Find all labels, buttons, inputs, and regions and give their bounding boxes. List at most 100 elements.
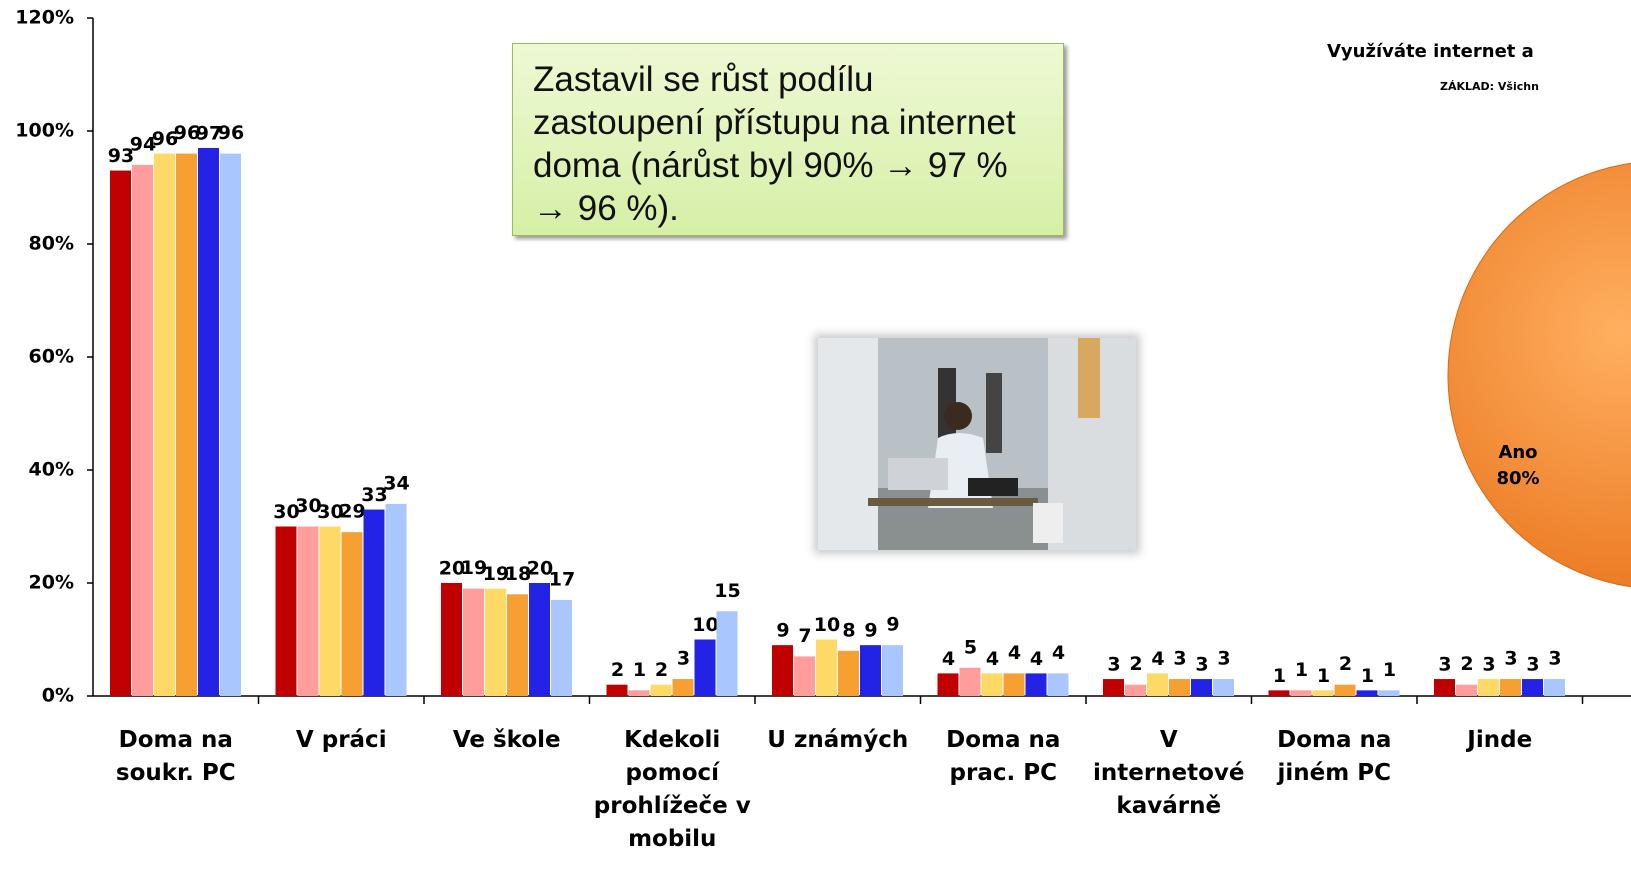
value-label: 3 bbox=[1438, 654, 1451, 676]
value-label: 4 bbox=[1030, 648, 1043, 670]
bar bbox=[959, 667, 981, 696]
x-tick-label: Doma na soukr. PC bbox=[115, 727, 236, 786]
value-label: 4 bbox=[986, 648, 999, 670]
bar bbox=[1047, 673, 1069, 696]
value-label: 96 bbox=[152, 128, 178, 150]
value-label: 8 bbox=[842, 619, 855, 641]
bar bbox=[1456, 684, 1477, 696]
value-label: 3 bbox=[1482, 654, 1495, 676]
value-label: 19 bbox=[461, 557, 487, 579]
y-tick-label: 80% bbox=[29, 233, 74, 255]
bar bbox=[1434, 679, 1455, 696]
bar bbox=[132, 164, 153, 696]
value-label: 3 bbox=[677, 648, 690, 670]
pie-category-label: Ano bbox=[1498, 442, 1537, 463]
pie-subtitle: ZÁKLAD: Všichn bbox=[1440, 80, 1539, 93]
value-label: 1 bbox=[1295, 659, 1308, 681]
value-label: 30 bbox=[273, 501, 299, 523]
callout: Zastavil se růst podílu zastoupení příst… bbox=[512, 43, 1064, 236]
bar bbox=[1103, 679, 1124, 696]
pie-value-label: 80% bbox=[1496, 468, 1539, 489]
x-tick-label: Doma na prac. PC bbox=[946, 727, 1061, 786]
x-tick-label: V práci bbox=[295, 727, 387, 753]
value-label: 1 bbox=[1273, 665, 1286, 687]
bar bbox=[1125, 684, 1146, 696]
bar bbox=[485, 588, 506, 696]
value-label: 3 bbox=[1107, 654, 1120, 676]
x-tick-label: Ve škole bbox=[452, 727, 561, 753]
bar bbox=[1003, 673, 1025, 696]
bar bbox=[716, 611, 738, 696]
bar bbox=[1169, 679, 1190, 696]
x-tick-label: V internetové kavárně bbox=[1092, 727, 1245, 819]
value-label: 1 bbox=[1317, 665, 1330, 687]
value-label: 3 bbox=[1173, 648, 1186, 670]
bar bbox=[1356, 690, 1378, 696]
value-label: 20 bbox=[527, 558, 553, 580]
value-label: 15 bbox=[714, 580, 740, 602]
bar bbox=[816, 639, 837, 696]
bar bbox=[882, 645, 903, 696]
bar bbox=[628, 690, 650, 696]
bar bbox=[650, 684, 672, 696]
value-label: 4 bbox=[1008, 642, 1021, 664]
value-label: 5 bbox=[964, 636, 977, 658]
y-tick-label: 120% bbox=[15, 7, 74, 29]
value-label: 30 bbox=[295, 495, 321, 517]
photo bbox=[818, 338, 1136, 550]
bar bbox=[1522, 679, 1543, 696]
y-tick-label: 100% bbox=[15, 120, 74, 142]
bar bbox=[981, 673, 1003, 696]
bar bbox=[1025, 673, 1047, 696]
value-label: 18 bbox=[505, 563, 531, 585]
bar bbox=[860, 645, 881, 696]
value-label: 10 bbox=[814, 614, 840, 636]
value-label: 19 bbox=[483, 563, 509, 585]
bar bbox=[1478, 679, 1499, 696]
bar bbox=[1213, 679, 1234, 696]
y-tick-label: 40% bbox=[29, 459, 74, 481]
value-label: 9 bbox=[886, 614, 899, 636]
bar bbox=[1290, 690, 1312, 696]
bar bbox=[441, 583, 462, 696]
bar bbox=[507, 594, 528, 696]
value-label: 2 bbox=[1460, 653, 1473, 675]
value-label: 4 bbox=[1151, 648, 1164, 670]
bar bbox=[838, 650, 859, 696]
value-label: 17 bbox=[549, 568, 575, 590]
x-tick-label: Kdekoli pomocí prohlížeče v mobilu bbox=[593, 727, 751, 852]
bar bbox=[529, 583, 550, 696]
value-label: 4 bbox=[1052, 642, 1065, 664]
bar bbox=[1334, 684, 1356, 696]
bar bbox=[319, 526, 341, 696]
value-label: 2 bbox=[611, 659, 624, 681]
value-label: 1 bbox=[1361, 665, 1374, 687]
value-label: 29 bbox=[339, 501, 365, 523]
value-label: 1 bbox=[1383, 659, 1396, 681]
y-tick-label: 20% bbox=[29, 572, 74, 594]
value-label: 20 bbox=[439, 558, 465, 580]
bar bbox=[198, 147, 219, 696]
value-label: 33 bbox=[361, 484, 387, 506]
value-label: 2 bbox=[1129, 653, 1142, 675]
x-tick-label: U známých bbox=[767, 727, 909, 753]
x-tick-label: Jinde bbox=[1467, 727, 1533, 753]
bar bbox=[606, 684, 628, 696]
bar bbox=[551, 599, 572, 696]
value-label: 96 bbox=[174, 122, 200, 144]
value-label: 3 bbox=[1548, 648, 1561, 670]
bar bbox=[1268, 690, 1290, 696]
bar bbox=[154, 153, 175, 697]
value-label: 34 bbox=[383, 472, 409, 494]
bar bbox=[1147, 673, 1168, 696]
bar bbox=[1378, 690, 1400, 696]
value-label: 9 bbox=[776, 620, 789, 642]
value-label: 93 bbox=[108, 145, 134, 167]
value-label: 4 bbox=[942, 648, 955, 670]
bar bbox=[176, 153, 197, 697]
bar bbox=[1312, 690, 1334, 696]
value-label: 10 bbox=[692, 614, 718, 636]
value-label: 9 bbox=[864, 620, 877, 642]
value-label: 3 bbox=[1217, 648, 1230, 670]
value-label: 3 bbox=[1504, 648, 1517, 670]
